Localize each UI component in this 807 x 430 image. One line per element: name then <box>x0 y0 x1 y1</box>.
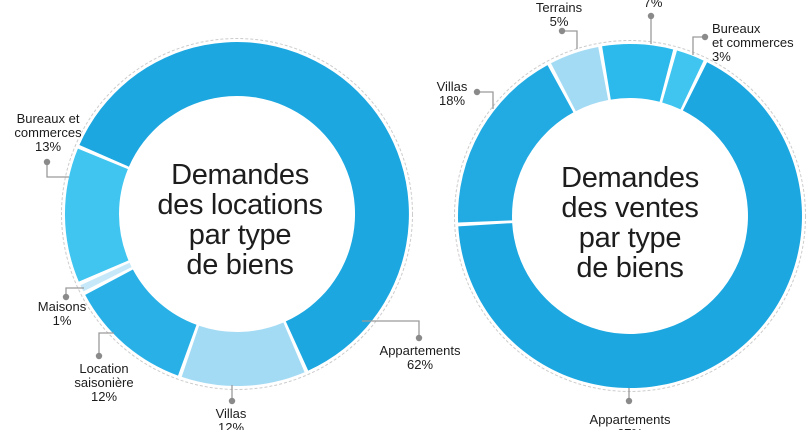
callout-value: 3% <box>712 49 731 64</box>
leader-dot-appartements <box>625 397 633 405</box>
leader-dot-villas <box>228 397 236 405</box>
leader-dot-villas <box>473 88 481 96</box>
leader-line-location-saisoniere <box>98 332 114 354</box>
title-line: par type <box>578 222 682 254</box>
segment-villas <box>181 322 305 387</box>
segment-terrains <box>551 47 609 112</box>
callout-value: 1% <box>52 313 72 328</box>
callout-value: 67% <box>560 427 700 430</box>
segment-maisons <box>80 262 132 292</box>
callout-villas-right: Villas 18% <box>404 80 500 108</box>
donut-outline-circle <box>454 40 806 392</box>
callout-line: Maisons <box>37 299 87 314</box>
callout-value: 12% <box>217 420 245 430</box>
chart-title-ventes: Demandes des ventes par type de biens <box>520 163 740 283</box>
callout-line: Villas <box>215 406 247 421</box>
callout-bureaux-et-commerces-left: Bureaux et commerces 13% <box>0 112 96 154</box>
callout-appartements-right: Appartements 67% <box>560 413 700 430</box>
leader-dot-terrains <box>558 27 566 35</box>
leader-line-bureaux-et-commerces <box>692 36 703 55</box>
callout-line: Terrains <box>535 0 583 15</box>
callout-line: Bureaux et <box>16 111 80 126</box>
title-line: Demandes <box>561 162 699 194</box>
segment-location-saisoniere <box>85 269 197 376</box>
leader-dot-bureaux-et-commerces <box>701 33 709 41</box>
segment-bureaux-et-commerces <box>64 148 129 282</box>
callout-line: Bureaux <box>712 21 761 36</box>
leader-line-maisons <box>65 287 84 296</box>
leader-dot-appartements <box>415 334 423 342</box>
leader-line-appartements <box>362 320 420 336</box>
leader-dot-location-saisoniere <box>95 352 103 360</box>
callout-value: 7% <box>643 0 663 10</box>
donut-chart-locations <box>43 38 423 405</box>
leader-dot-slice-3 <box>647 12 655 20</box>
segment-appartements <box>79 42 409 371</box>
callout-villas-left: Villas 12% <box>183 407 279 430</box>
leader-line-terrains <box>564 30 578 49</box>
callout-value: 5% <box>549 14 569 29</box>
callout-line: saisonière <box>74 375 134 390</box>
title-line: Demandes <box>171 159 309 191</box>
segment-appartements <box>458 62 802 389</box>
callout-value: 18% <box>438 93 466 108</box>
segment-slice-3 <box>602 44 674 102</box>
callout-line: Villas <box>436 79 468 94</box>
donut-outline-circle <box>61 38 413 390</box>
leader-line-bureaux-et-commerces <box>46 164 69 178</box>
leader-dot-maisons <box>62 293 70 301</box>
callout-seven-percent-partial: 7% <box>605 0 701 10</box>
title-line: de biens <box>576 252 684 284</box>
title-line: des locations <box>157 189 323 221</box>
title-line: des ventes <box>561 192 699 224</box>
leader-line-villas <box>480 91 494 109</box>
segment-bureaux-et-commerces <box>662 50 704 110</box>
chart-title-locations: Demandes des locations par type de biens <box>130 160 350 280</box>
callout-maisons-left: Maisons 1% <box>14 300 110 328</box>
callout-line: Appartements <box>379 343 461 358</box>
callout-line: commerces <box>14 125 82 140</box>
donut-chart-ventes <box>454 12 806 405</box>
callout-line: Appartements <box>589 412 671 427</box>
leader-dot-bureaux-et-commerces <box>43 158 51 166</box>
title-line: de biens <box>186 249 294 281</box>
callout-line: et commerces <box>712 35 794 50</box>
callout-terrains: Terrains 5% <box>511 1 607 29</box>
callout-bureaux-et-commerces-right: Bureaux et commerces 3% <box>712 22 807 64</box>
callout-value: 13% <box>34 139 62 154</box>
callout-value: 12% <box>90 389 118 404</box>
callout-line: Location <box>79 361 129 376</box>
segment-villas <box>457 65 574 223</box>
callout-location-saisoniere: Location saisonière 12% <box>46 362 162 404</box>
callout-value: 62% <box>406 357 434 372</box>
callout-appartements-left: Appartements 62% <box>350 344 490 372</box>
title-line: par type <box>188 219 292 251</box>
